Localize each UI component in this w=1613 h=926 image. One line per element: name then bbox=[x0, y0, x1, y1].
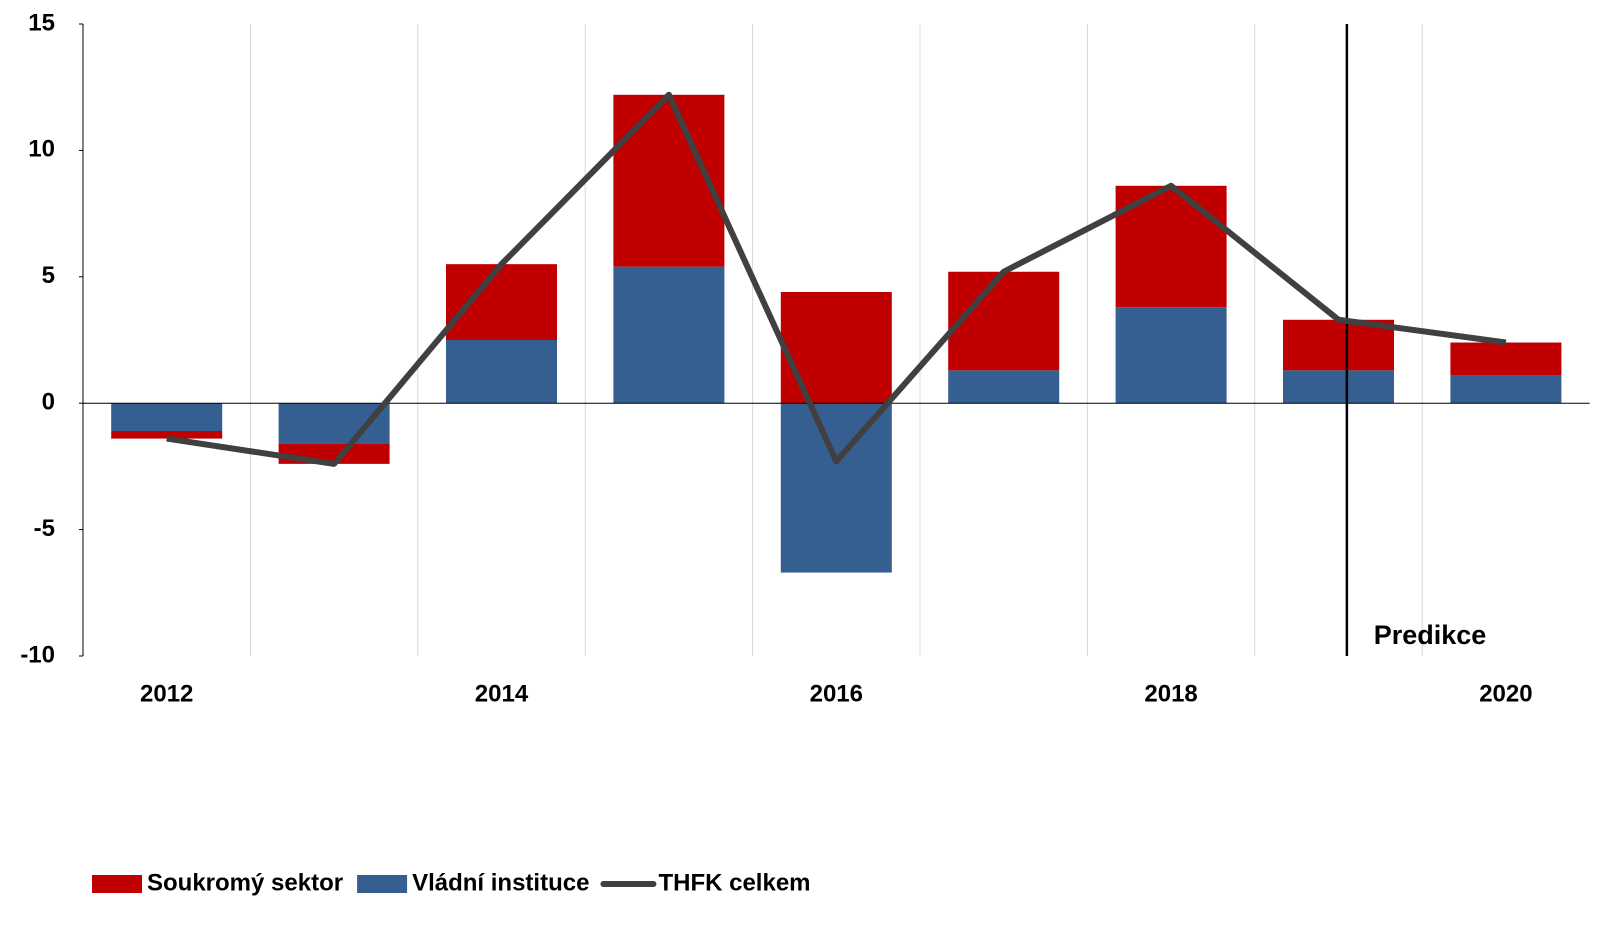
x-tick-label: 2014 bbox=[475, 680, 529, 707]
x-tick-label: 2018 bbox=[1144, 680, 1197, 707]
x-tick-label: 2012 bbox=[140, 680, 193, 707]
x-tick-label: 2020 bbox=[1479, 680, 1532, 707]
bar bbox=[948, 271, 1060, 371]
legend-label: THFK celkem bbox=[658, 869, 810, 896]
line bbox=[166, 91, 1507, 467]
bar bbox=[111, 403, 223, 432]
bar bbox=[1115, 307, 1227, 404]
annotation: Predikce bbox=[1374, 620, 1487, 650]
y-tick-label: 15 bbox=[28, 9, 55, 36]
y-tick-label: 5 bbox=[42, 262, 55, 289]
bar bbox=[278, 403, 390, 444]
bar bbox=[446, 340, 557, 404]
y-tick-label: 0 bbox=[42, 389, 55, 416]
y-tick-label: 10 bbox=[28, 136, 55, 163]
bar bbox=[780, 291, 892, 404]
bar bbox=[446, 264, 557, 340]
legend-label: Soukromý sektor bbox=[147, 869, 343, 896]
bar bbox=[1450, 342, 1562, 376]
bar bbox=[948, 370, 1060, 404]
bar bbox=[111, 431, 223, 439]
x-tick-label: 2016 bbox=[810, 680, 863, 707]
legend-label: Vládní instituce bbox=[412, 869, 589, 896]
y-tick-label: -5 bbox=[34, 515, 55, 542]
legend-swatch bbox=[357, 875, 408, 893]
y-tick-label: -10 bbox=[20, 641, 55, 668]
bar bbox=[1283, 319, 1394, 371]
legend-swatch bbox=[92, 875, 142, 893]
bar bbox=[613, 266, 725, 404]
bar bbox=[1450, 375, 1562, 404]
bar bbox=[780, 403, 892, 573]
bar bbox=[1283, 370, 1394, 404]
